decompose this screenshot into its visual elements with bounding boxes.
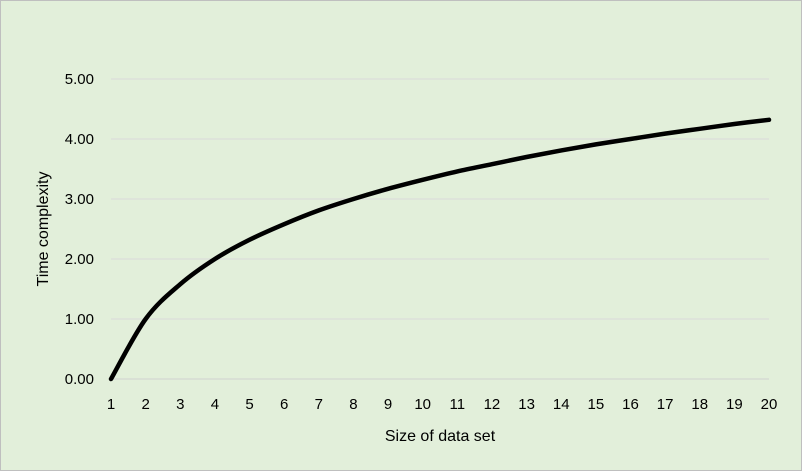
y-tick-label: 0.00 <box>65 371 94 388</box>
x-tick-label: 11 <box>450 396 466 413</box>
x-tick-label: 9 <box>384 396 392 413</box>
x-tick-label: 2 <box>141 396 149 413</box>
y-tick-label: 5.00 <box>65 71 94 88</box>
x-tick-label: 14 <box>553 396 570 413</box>
x-tick-labels: 1 2 3 4 5 6 7 8 9 10 11 12 13 14 15 16 17 18 19 20 <box>107 396 778 413</box>
series-line-0 <box>108 117 772 382</box>
x-tick-label: 17 <box>657 396 674 413</box>
x-tick-label: 7 <box>315 396 323 413</box>
gridlines <box>111 78 769 380</box>
y-tick-labels: 0.00 1.00 2.00 3.00 4.00 5.00 <box>65 71 94 388</box>
x-tick-label: 19 <box>726 396 743 413</box>
x-tick-label: 13 <box>518 396 535 413</box>
x-axis-title: Size of data set <box>385 428 496 445</box>
x-tick-label: 6 <box>280 396 288 413</box>
x-tick-label: 8 <box>349 396 357 413</box>
y-tick-label: 4.00 <box>65 131 94 148</box>
y-tick-label: 3.00 <box>65 191 94 208</box>
x-tick-label: 12 <box>484 396 501 413</box>
x-tick-label: 16 <box>622 396 639 413</box>
x-tick-label: 20 <box>761 396 778 413</box>
x-tick-label: 3 <box>176 396 184 413</box>
x-tick-label: 10 <box>414 396 431 413</box>
x-tick-label: 4 <box>211 396 219 413</box>
series-layer <box>108 117 772 382</box>
y-tick-label: 1.00 <box>65 311 94 328</box>
y-axis-title: Time complexity <box>35 172 52 287</box>
x-tick-label: 18 <box>691 396 708 413</box>
x-tick-label: 1 <box>107 396 115 413</box>
x-tick-label: 15 <box>587 396 604 413</box>
y-tick-label: 2.00 <box>65 251 94 268</box>
x-tick-label: 5 <box>245 396 253 413</box>
